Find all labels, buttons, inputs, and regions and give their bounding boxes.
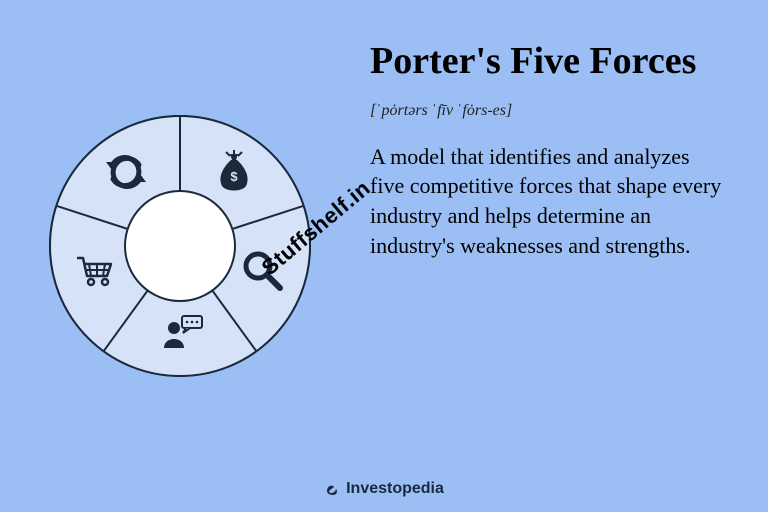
brand-label: Investopedia <box>346 480 444 497</box>
brand-logo-icon <box>324 480 342 498</box>
svg-text:$: $ <box>230 169 238 184</box>
text-content: Porter's Five Forces [ˈpȯrtərs ˈfīv ˈfȯr… <box>340 30 728 462</box>
infographic-container: $ <box>0 0 768 512</box>
brand-footer: Investopedia <box>0 480 768 498</box>
pronunciation-text: [ˈpȯrtərs ˈfīv ˈfȯrs-es] <box>370 102 728 120</box>
definition-text: A model that identifies and analyzes fiv… <box>370 142 728 261</box>
page-title: Porter's Five Forces <box>370 40 728 84</box>
